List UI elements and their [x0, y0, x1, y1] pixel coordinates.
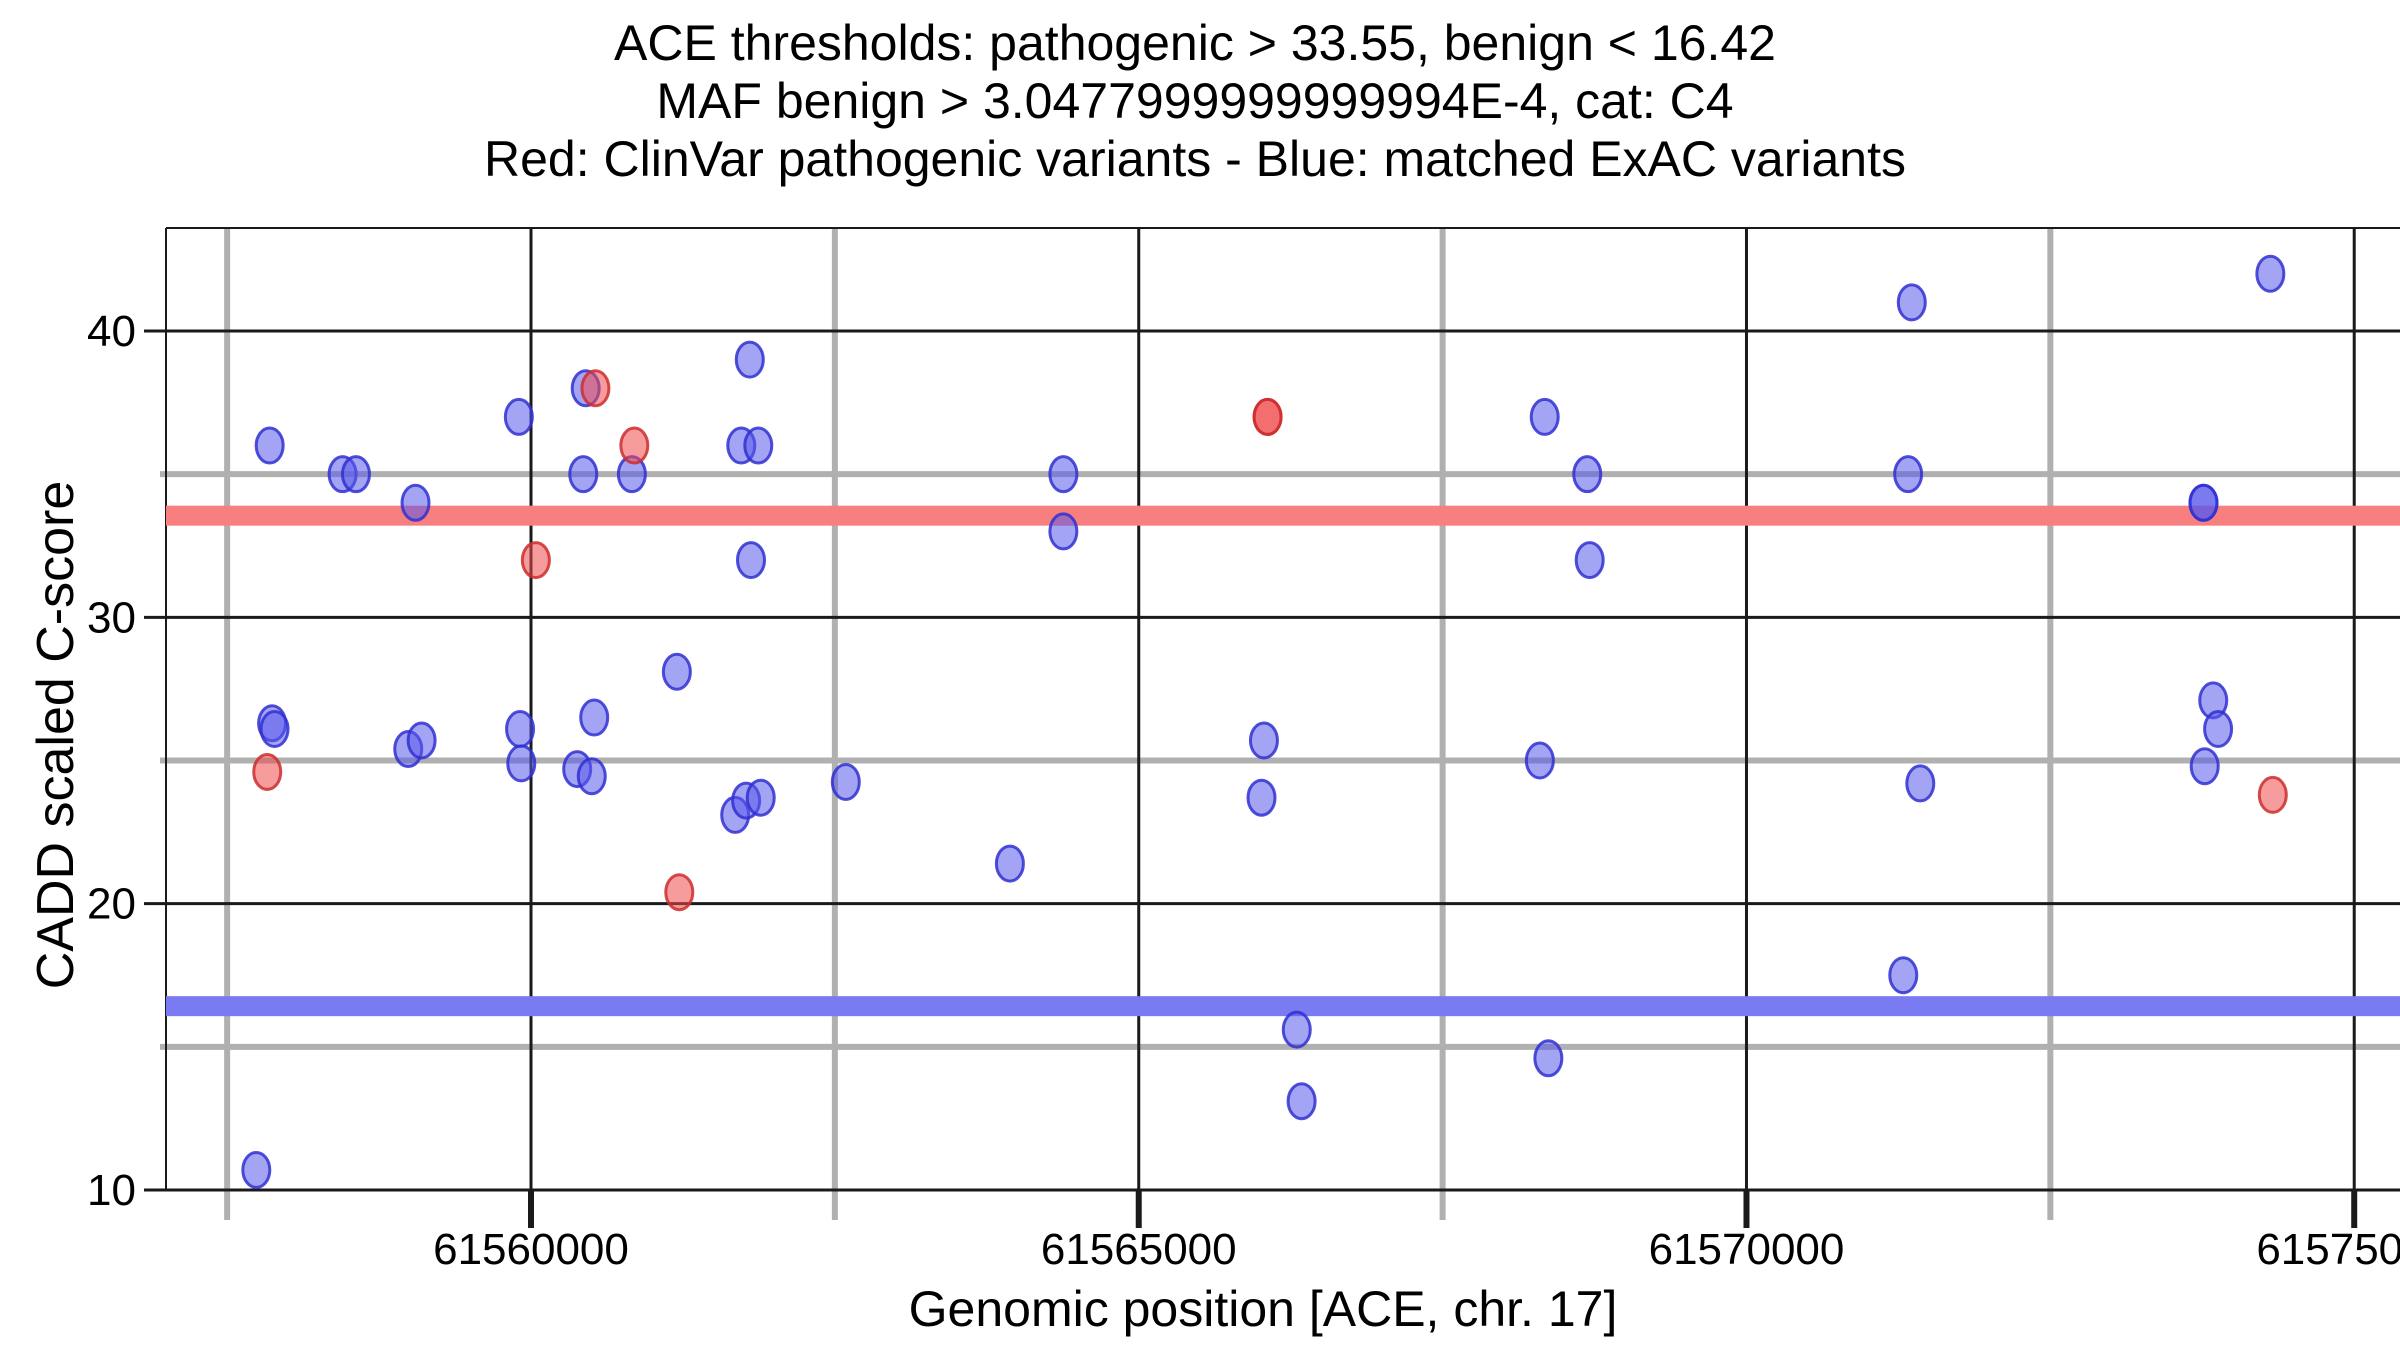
data-point-red — [580, 369, 611, 408]
data-point-blue — [734, 340, 765, 379]
chart-title: ACE thresholds: pathogenic > 33.55, beni… — [0, 14, 2390, 188]
data-point-blue — [1896, 283, 1927, 322]
data-point-blue — [1524, 741, 1555, 780]
data-point-blue — [1529, 397, 1560, 436]
data-point-blue — [503, 397, 534, 436]
data-point-blue — [1246, 778, 1277, 817]
data-point-blue — [505, 709, 536, 748]
data-point-blue — [1905, 764, 1936, 803]
data-point-blue — [2188, 483, 2219, 522]
data-point-blue — [745, 778, 776, 817]
data-point-blue — [1048, 512, 1079, 551]
data-point-blue — [1572, 455, 1603, 494]
data-point-red — [664, 873, 695, 912]
data-point-blue — [1281, 1010, 1312, 1049]
y-tick-label: 20 — [87, 880, 136, 929]
pathogenic-threshold-band — [166, 505, 2400, 526]
data-point-blue — [1248, 721, 1279, 760]
y-axis-title: CADD scaled C-score — [27, 480, 85, 990]
data-point-red — [252, 752, 283, 791]
data-point-blue — [736, 541, 767, 580]
data-point-blue — [830, 762, 861, 801]
x-tick-label: 61570000 — [1649, 1225, 1845, 1274]
data-point-blue — [743, 426, 774, 465]
data-point-red — [520, 541, 551, 580]
y-tick-label: 40 — [87, 307, 136, 356]
data-point-blue — [340, 455, 371, 494]
data-point-blue — [2203, 709, 2234, 748]
data-point-red — [1252, 397, 1283, 436]
data-point-blue — [1533, 1039, 1564, 1078]
data-point-blue — [241, 1150, 272, 1189]
data-point-blue — [1888, 956, 1919, 995]
data-point-blue — [406, 721, 437, 760]
data-point-blue — [1893, 455, 1924, 494]
y-tick-label: 30 — [87, 593, 136, 642]
chart-title-line-1: ACE thresholds: pathogenic > 33.55, beni… — [614, 15, 1776, 71]
y-tick-label: 10 — [87, 1166, 136, 1215]
data-point-blue — [506, 744, 537, 783]
data-point-blue — [994, 844, 1025, 883]
data-point-blue — [1574, 541, 1605, 580]
chart-title-line-3: Red: ClinVar pathogenic variants - Blue:… — [484, 131, 1906, 187]
x-tick-label: 61560000 — [433, 1225, 629, 1274]
data-point-blue — [579, 698, 610, 737]
x-axis-title: Genomic position [ACE, chr. 17] — [908, 1281, 1618, 1337]
x-tick-label: 61565000 — [1041, 1225, 1237, 1274]
data-point-blue — [1048, 455, 1079, 494]
data-point-blue — [400, 483, 431, 522]
data-point-blue — [568, 455, 599, 494]
data-point-red — [2257, 775, 2288, 814]
data-point-blue — [2255, 254, 2286, 293]
data-point-blue — [576, 757, 607, 796]
chart-title-line-2: MAF benign > 3.0477999999999994E-4, cat:… — [656, 73, 1734, 129]
data-point-blue — [259, 709, 290, 748]
data-point-blue — [661, 652, 692, 691]
data-point-blue — [2189, 747, 2220, 786]
data-point-red — [619, 426, 650, 465]
x-tick-label: 61575000 — [2256, 1225, 2400, 1274]
benign-threshold-band — [166, 996, 2400, 1017]
data-point-blue — [1286, 1082, 1317, 1121]
data-point-blue — [254, 426, 285, 465]
